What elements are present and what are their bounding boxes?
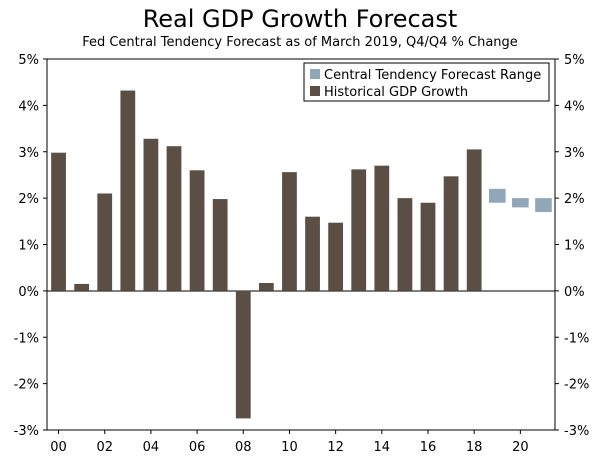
- y-tick-label-right: -1%: [564, 331, 589, 346]
- x-tick-label: 02: [96, 440, 113, 455]
- bar-historical-2000: [51, 152, 66, 291]
- x-tick-label: 14: [374, 440, 391, 455]
- legend-swatch-forecast: [310, 69, 320, 79]
- bar-forecast-range-2019: [488, 188, 506, 203]
- bar-historical-2011: [305, 216, 320, 291]
- legend-label-forecast: Central Tendency Forecast Range: [324, 68, 541, 83]
- x-tick-label: 16: [420, 440, 437, 455]
- bar-historical-2018: [466, 149, 482, 291]
- y-tick-label-left: -1%: [14, 331, 39, 346]
- bar-historical-2002: [97, 193, 113, 291]
- y-tick-label-left: 2%: [18, 192, 39, 207]
- y-tick-label-right: -2%: [564, 378, 589, 393]
- x-tick-label: 08: [235, 440, 252, 455]
- y-tick-label-left: 1%: [18, 239, 39, 254]
- bar-historical-2014: [374, 165, 390, 291]
- bar-historical-2004: [143, 138, 159, 291]
- y-tick-label-left: -3%: [14, 424, 39, 439]
- bar-historical-2010: [282, 172, 297, 291]
- x-tick-label: 04: [143, 440, 160, 455]
- y-tick-label-right: 4%: [564, 99, 585, 114]
- x-tick-label: 18: [466, 440, 483, 455]
- y-tick-label-right: 3%: [564, 146, 585, 161]
- legend-box: [303, 62, 550, 102]
- bar-historical-2015: [397, 198, 413, 291]
- bar-forecast-range-2021: [535, 198, 552, 213]
- bar-historical-2008: [235, 290, 251, 419]
- bar-historical-2007: [212, 199, 228, 291]
- legend-swatch-historical: [310, 86, 320, 96]
- bar-forecast-range-2020: [512, 198, 529, 208]
- legend-label-historical: Historical GDP Growth: [324, 85, 468, 100]
- y-tick-label-right: 1%: [564, 239, 585, 254]
- bar-historical-2017: [443, 176, 459, 291]
- bar-historical-2003: [120, 90, 136, 291]
- y-tick-label-left: 0%: [18, 285, 39, 300]
- x-tick-label: 10: [281, 440, 298, 455]
- y-tick-label-left: -2%: [14, 378, 39, 393]
- bar-historical-2012: [328, 222, 344, 291]
- x-tick-label: 06: [189, 440, 206, 455]
- x-tick-label: 20: [512, 440, 529, 455]
- y-tick-label-right: -3%: [564, 424, 589, 439]
- bar-historical-2006: [189, 170, 205, 291]
- y-tick-label-right: 5%: [564, 53, 585, 68]
- chart-title: Real GDP Growth Forecast: [142, 5, 458, 33]
- x-tick-label: 12: [327, 440, 344, 455]
- bar-historical-2005: [166, 146, 182, 291]
- y-tick-label-left: 3%: [18, 146, 39, 161]
- bar-historical-2016: [420, 202, 436, 291]
- y-tick-label-right: 0%: [564, 285, 585, 300]
- y-tick-label-right: 2%: [564, 192, 585, 207]
- y-tick-label-left: 4%: [18, 99, 39, 114]
- y-tick-label-left: 5%: [18, 53, 39, 68]
- bar-historical-2013: [351, 169, 367, 291]
- chart-subtitle: Fed Central Tendency Forecast as of Marc…: [82, 35, 518, 50]
- bar-historical-2009: [258, 282, 274, 291]
- x-tick-label: 00: [50, 440, 67, 455]
- bar-historical-2001: [74, 283, 90, 291]
- legend: Central Tendency Forecast Range Historic…: [303, 62, 550, 102]
